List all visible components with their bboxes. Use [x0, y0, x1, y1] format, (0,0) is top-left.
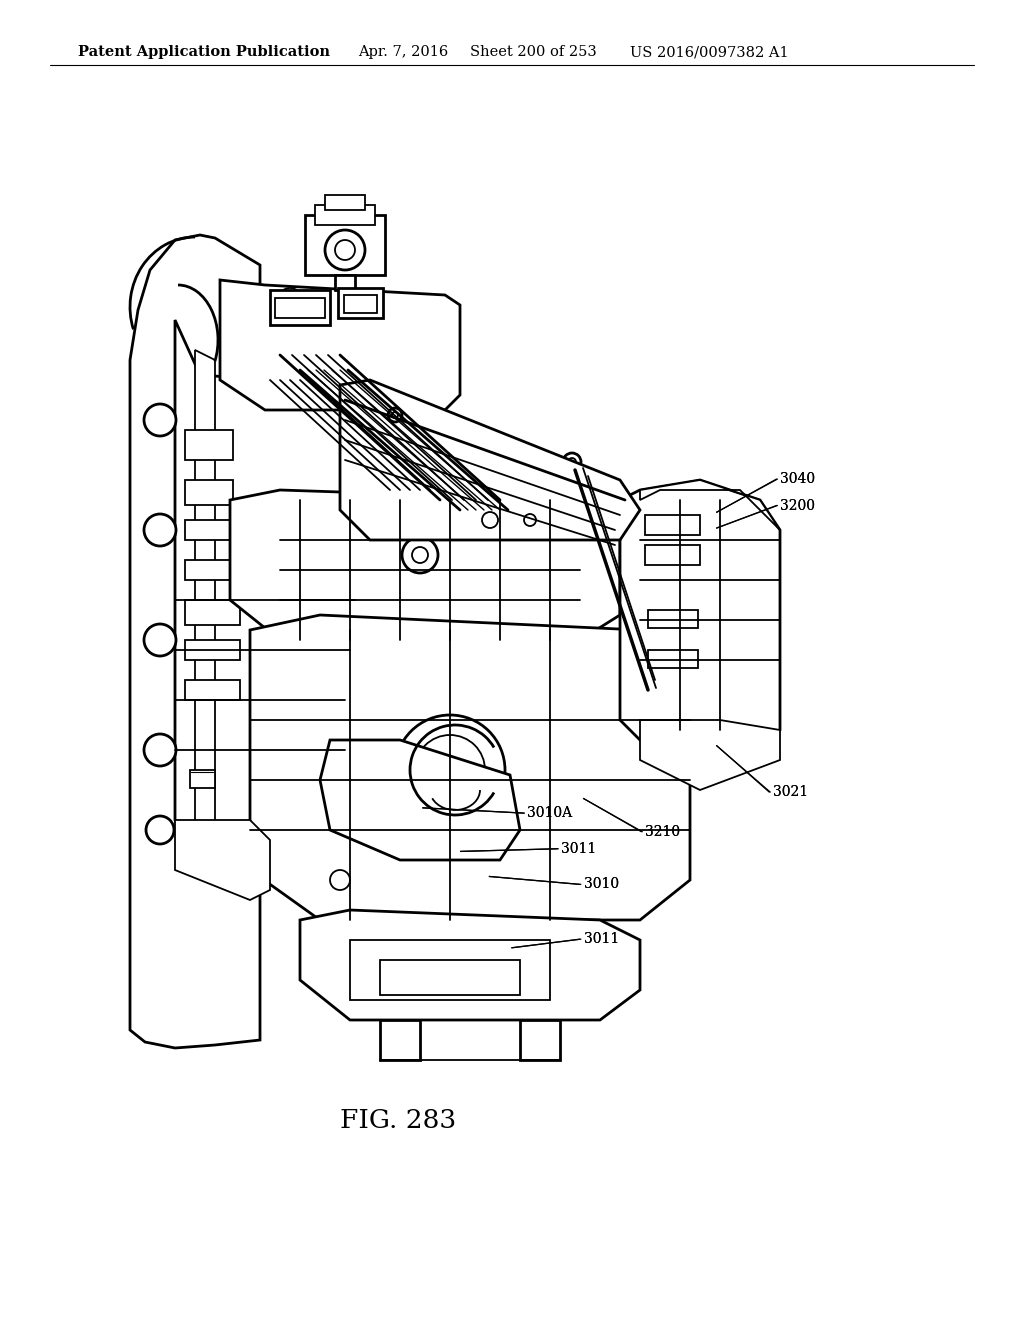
- Polygon shape: [220, 280, 460, 411]
- Text: 3011: 3011: [561, 842, 596, 855]
- Circle shape: [330, 870, 350, 890]
- Polygon shape: [640, 719, 780, 789]
- Text: FIG. 283: FIG. 283: [340, 1107, 457, 1133]
- Text: 3210: 3210: [645, 825, 680, 838]
- Polygon shape: [175, 319, 355, 870]
- Polygon shape: [319, 741, 520, 861]
- Text: US 2016/0097382 A1: US 2016/0097382 A1: [630, 45, 788, 59]
- Polygon shape: [130, 235, 260, 1048]
- Polygon shape: [250, 615, 690, 920]
- Bar: [335, 275, 355, 290]
- Text: 3011: 3011: [561, 842, 596, 855]
- Bar: [648, 649, 698, 668]
- Polygon shape: [380, 1020, 420, 1060]
- Bar: [325, 195, 365, 210]
- Circle shape: [144, 513, 176, 546]
- Polygon shape: [620, 480, 780, 760]
- Bar: [645, 545, 700, 565]
- Text: 3040: 3040: [780, 473, 815, 486]
- Bar: [283, 310, 297, 319]
- Text: 3010: 3010: [584, 878, 618, 891]
- Bar: [344, 294, 377, 313]
- Polygon shape: [175, 820, 270, 900]
- Bar: [185, 520, 233, 540]
- Text: Patent Application Publication: Patent Application Publication: [78, 45, 330, 59]
- Text: 3021: 3021: [773, 785, 808, 799]
- Bar: [275, 298, 325, 318]
- Polygon shape: [340, 380, 640, 540]
- Circle shape: [325, 230, 365, 271]
- Bar: [413, 490, 427, 506]
- Polygon shape: [520, 1020, 560, 1060]
- Circle shape: [284, 294, 296, 306]
- Text: Apr. 7, 2016: Apr. 7, 2016: [358, 45, 449, 59]
- Circle shape: [278, 288, 302, 312]
- Text: 3011: 3011: [584, 932, 618, 946]
- Circle shape: [146, 816, 174, 843]
- Bar: [185, 640, 240, 660]
- Text: 3010: 3010: [584, 878, 618, 891]
- Polygon shape: [640, 480, 780, 531]
- Circle shape: [144, 404, 176, 436]
- Text: 3021: 3021: [773, 785, 808, 799]
- Circle shape: [395, 715, 505, 825]
- Bar: [185, 480, 233, 506]
- Circle shape: [388, 408, 402, 422]
- Polygon shape: [195, 350, 215, 836]
- Circle shape: [335, 240, 355, 260]
- Circle shape: [392, 412, 398, 418]
- Bar: [185, 601, 240, 624]
- Text: Sheet 200 of 253: Sheet 200 of 253: [470, 45, 597, 59]
- Bar: [380, 960, 520, 995]
- Bar: [185, 560, 233, 579]
- Circle shape: [412, 546, 428, 564]
- Circle shape: [402, 537, 438, 573]
- Circle shape: [415, 735, 485, 805]
- Text: 3010A: 3010A: [527, 807, 572, 820]
- Circle shape: [144, 624, 176, 656]
- Text: 3011: 3011: [584, 932, 618, 946]
- Polygon shape: [230, 490, 620, 640]
- Circle shape: [144, 734, 176, 766]
- Circle shape: [568, 458, 575, 466]
- Bar: [270, 290, 330, 325]
- Bar: [648, 610, 698, 628]
- Bar: [645, 515, 700, 535]
- Circle shape: [482, 512, 498, 528]
- Text: 3210: 3210: [645, 825, 680, 838]
- Text: 3200: 3200: [780, 499, 815, 512]
- Bar: [305, 215, 385, 275]
- Circle shape: [415, 490, 425, 500]
- Circle shape: [524, 513, 536, 525]
- Bar: [338, 288, 383, 318]
- Text: 3010A: 3010A: [527, 807, 572, 820]
- Text: 3040: 3040: [780, 473, 815, 486]
- Polygon shape: [300, 909, 640, 1020]
- Bar: [190, 770, 215, 788]
- Text: 3200: 3200: [780, 499, 815, 512]
- Bar: [185, 680, 240, 700]
- Bar: [350, 940, 550, 1001]
- Circle shape: [563, 453, 581, 471]
- Bar: [185, 430, 233, 459]
- Bar: [315, 205, 375, 224]
